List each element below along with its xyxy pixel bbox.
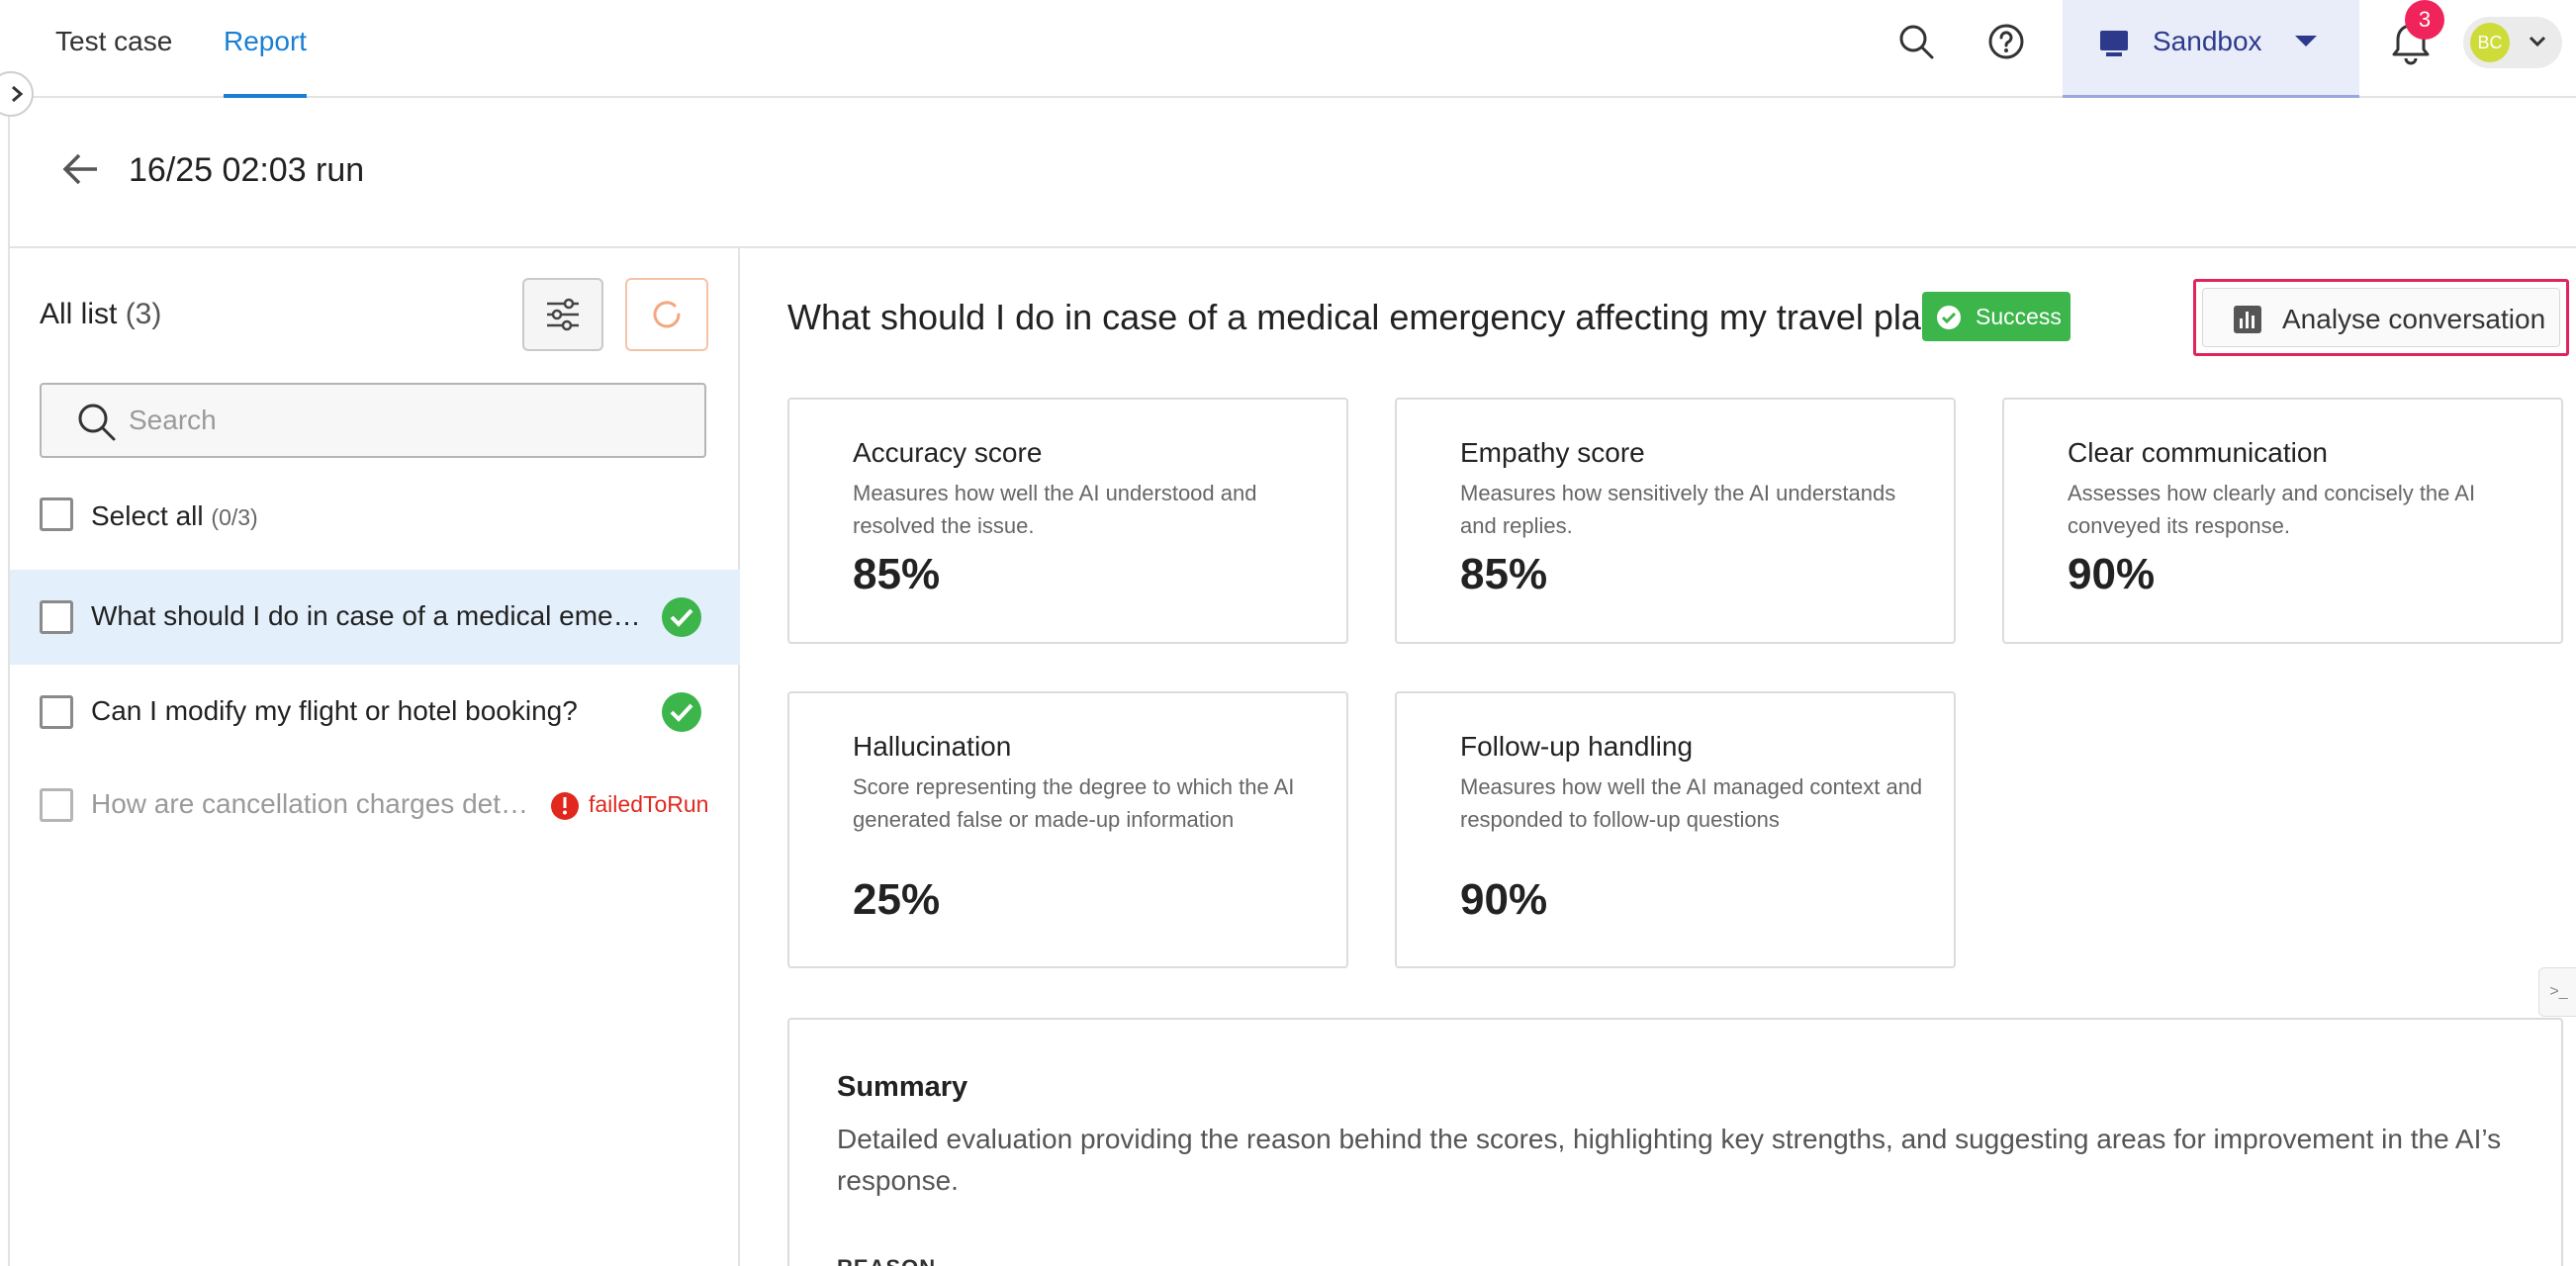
item-label: How are cancellation charges determined? [91, 788, 536, 819]
metric-card-empathy: Empathy score Measures how sensitively t… [1395, 398, 1956, 644]
item-checkbox[interactable] [40, 788, 73, 822]
search-icon [75, 401, 117, 447]
metric-description: Measures how well the AI understood and … [853, 481, 1257, 538]
check-circle-icon [1936, 305, 1962, 336]
select-all-label: Select all (0/3) [91, 500, 258, 532]
metric-card-clear-communication: Clear communication Assesses how clearly… [2002, 398, 2563, 644]
metric-value: 85% [853, 550, 941, 598]
chevron-down-icon [2529, 35, 2546, 53]
item-label: What should I do in case of a medical em… [91, 600, 645, 631]
select-all-text: Select all [91, 500, 204, 531]
avatar: BC [2470, 23, 2510, 62]
analyse-conversation-highlight: Analyse conversation [2193, 279, 2569, 356]
item-label: Can I modify my flight or hotel booking? [91, 695, 578, 726]
page-title: 16/25 02:03 run [129, 151, 365, 189]
metric-description: Measures how sensitively the AI understa… [1460, 481, 1896, 538]
metric-description: Measures how well the AI managed context… [1460, 774, 1923, 832]
error-icon [550, 791, 580, 826]
metric-title: Empathy score [1460, 437, 1645, 468]
metric-description: Score representing the degree to which t… [853, 774, 1295, 832]
refresh-icon [653, 301, 681, 328]
list-title: All list [40, 298, 118, 330]
summary-description: Detailed evaluation providing the reason… [837, 1124, 2502, 1196]
metric-title: Hallucination [853, 731, 1012, 762]
list-item[interactable]: Can I modify my flight or hotel booking? [10, 665, 740, 760]
summary-title: Summary [837, 1071, 968, 1103]
side-panel-toggle[interactable]: >_ [2538, 967, 2576, 1017]
metric-card-hallucination: Hallucination Score representing the deg… [787, 691, 1348, 968]
list-item[interactable]: How are cancellation charges determined?… [10, 758, 740, 853]
analyse-conversation-button[interactable]: Analyse conversation [2202, 288, 2560, 347]
metric-description: Assesses how clearly and concisely the A… [2068, 481, 2476, 538]
user-menu[interactable]: BC [2463, 17, 2562, 68]
list-count: (3) [125, 298, 162, 330]
status-badge: Success [1922, 292, 2070, 341]
filter-button[interactable] [522, 278, 603, 351]
refresh-button[interactable] [625, 278, 708, 351]
select-all-count: (0/3) [211, 504, 258, 530]
list-item[interactable]: What should I do in case of a medical em… [10, 570, 740, 665]
search-icon[interactable] [1894, 20, 1938, 63]
metric-title: Follow-up handling [1460, 731, 1694, 762]
search-input[interactable] [129, 399, 683, 442]
question-title: What should I do in case of a medical em… [787, 297, 1978, 337]
monitor-icon [2098, 28, 2130, 64]
workspace-label: Sandbox [2153, 26, 2262, 56]
workspace-selector[interactable]: Sandbox [2063, 0, 2359, 98]
metric-card-follow-up-handling: Follow-up handling Measures how well the… [1395, 691, 1956, 968]
metric-value: 90% [1460, 875, 1548, 924]
sliders-icon [547, 298, 579, 331]
top-navigation-bar: Test case Report Sandbox 3 BC [0, 0, 2576, 98]
left-rail [0, 98, 10, 1266]
status-label: Success [1976, 304, 2062, 329]
failed-status: failedToRun [589, 791, 709, 817]
run-header: 16/25 02:03 run [10, 100, 2576, 248]
back-arrow-icon[interactable] [61, 151, 101, 192]
metric-title: Accuracy score [853, 437, 1043, 468]
metric-value: 85% [1460, 550, 1548, 598]
bar-chart-icon [2233, 305, 2262, 339]
select-all-checkbox[interactable] [40, 497, 73, 531]
summary-card: Summary Detailed evaluation providing th… [787, 1018, 2563, 1266]
metric-title: Clear communication [2068, 437, 2328, 468]
metric-card-accuracy: Accuracy score Measures how well the AI … [787, 398, 1348, 644]
list-heading: All list (3) [40, 298, 161, 331]
item-checkbox[interactable] [40, 600, 73, 634]
test-list-panel: All list (3) Select all (0/3) What shoul… [10, 248, 740, 1266]
caret-down-icon [2295, 36, 2317, 46]
analyse-conversation-label: Analyse conversation [2282, 304, 2546, 334]
metric-value: 90% [2068, 550, 2156, 598]
tab-test-case[interactable]: Test case [55, 26, 173, 56]
reason-label: REASON [837, 1255, 936, 1266]
success-check-icon [661, 691, 702, 738]
help-icon[interactable] [1984, 20, 2028, 63]
item-checkbox[interactable] [40, 695, 73, 729]
metric-value: 25% [853, 875, 941, 924]
search-field[interactable] [40, 383, 706, 458]
chevron-right-icon [12, 85, 24, 103]
tab-report[interactable]: Report [224, 0, 308, 98]
success-check-icon [661, 596, 702, 643]
notification-badge: 3 [2405, 0, 2444, 40]
select-all-row[interactable]: Select all (0/3) [10, 480, 740, 549]
